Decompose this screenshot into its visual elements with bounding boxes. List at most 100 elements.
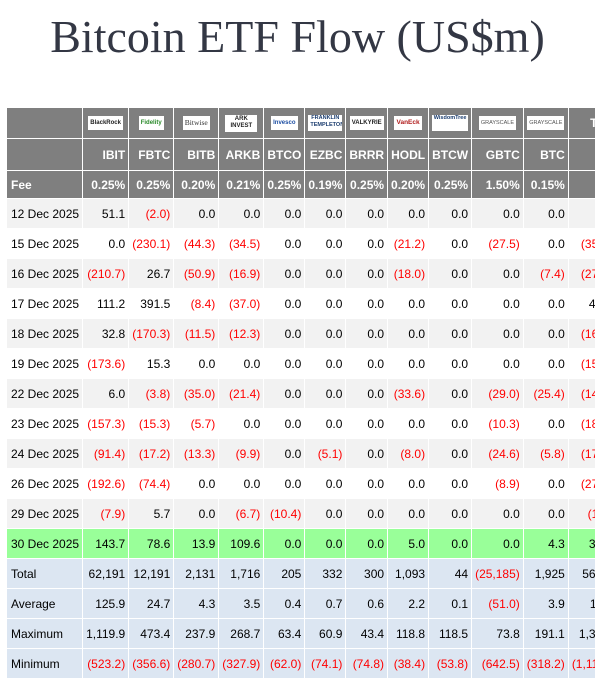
- flow-cell: 0.0: [387, 348, 430, 379]
- ticker-ezbc: EZBC: [304, 138, 347, 171]
- summary-cell: 1,925: [522, 558, 569, 589]
- fee-cell: 0.21%: [218, 170, 265, 199]
- fee-cell: 0.15%: [522, 170, 569, 199]
- summary-cell: 12,191: [128, 558, 175, 589]
- flow-cell: 0.0: [345, 258, 389, 289]
- flow-cell: 0.0: [471, 528, 524, 559]
- fee-cell: 1.50%: [471, 170, 524, 199]
- ticker-ibit: IBIT: [82, 138, 130, 171]
- flow-cell: 0.0: [345, 318, 389, 349]
- summary-row-total: Total 62,191 12,191 2,131 1,716 205 332 300 1,09…: [5, 558, 595, 589]
- table-row: 22 Dec 2025 6.0 (3.8) (35.0) (21.4) 0.0 0.0 0.0…: [5, 378, 595, 409]
- flow-cell: 0.0: [387, 318, 430, 349]
- flow-cell: 0.0: [522, 318, 569, 349]
- flow-cell: (15.3): [128, 408, 175, 439]
- row-total: (357.6): [567, 228, 595, 259]
- summary-cell: 44: [428, 558, 473, 589]
- summary-cell: 300: [345, 558, 389, 589]
- flow-cell: 0.0: [173, 468, 220, 499]
- ark-invest-logo: ARK INVEST: [225, 114, 258, 132]
- flow-cell: 0.0: [428, 318, 473, 349]
- flow-cell: 0.0: [387, 288, 430, 319]
- flow-cell: 0.0: [218, 468, 265, 499]
- summary-cell: 332: [304, 558, 347, 589]
- flow-cell: 0.0: [263, 318, 306, 349]
- summary-cell: 73.8: [471, 618, 524, 649]
- row-total: (161.3): [567, 318, 595, 349]
- fidelity-logo: Fidelity: [138, 116, 164, 131]
- flow-cell: (2.0): [128, 198, 175, 229]
- total-header: Total: [567, 107, 595, 139]
- flow-cell: (5.1): [304, 438, 347, 469]
- fee-cell: 0.19%: [304, 170, 347, 199]
- flow-cell: 109.6: [218, 528, 265, 559]
- summary-cell: 0.7: [304, 588, 347, 619]
- flow-cell: 0.0: [471, 498, 524, 529]
- flow-cell: 0.0: [345, 408, 389, 439]
- flow-cell: 0.0: [345, 528, 389, 559]
- fee-total-cell: [567, 170, 595, 199]
- summary-cell: 3.5: [218, 588, 265, 619]
- summary-cell: 3.9: [522, 588, 569, 619]
- flow-cell: 0.0: [387, 468, 430, 499]
- summary-cell: (38.4): [387, 648, 430, 679]
- flow-cell: (33.6): [387, 378, 430, 409]
- flow-cell: (12.3): [218, 318, 265, 349]
- ticker-gbtc: GBTC: [471, 138, 524, 171]
- flow-cell: (7.9): [82, 498, 130, 529]
- row-date: 30 Dec 2025: [5, 528, 84, 559]
- flow-cell: 0.0: [304, 288, 347, 319]
- flow-cell: 0.0: [387, 198, 430, 229]
- flow-cell: (37.0): [218, 288, 265, 319]
- flow-cell: 51.1: [82, 198, 130, 229]
- flow-cell: 0.0: [263, 228, 306, 259]
- flow-cell: 0.0: [304, 378, 347, 409]
- ticker-btco: BTCO: [263, 138, 306, 171]
- summary-cell: 43.4: [345, 618, 389, 649]
- flow-cell: (50.9): [173, 258, 220, 289]
- summary-row-maximum: Maximum 1,119.9 473.4 237.9 268.7 63.4 60.9 43.…: [5, 618, 595, 649]
- ticker-btc: BTC: [522, 138, 569, 171]
- flow-cell: (8.9): [471, 468, 524, 499]
- flow-cell: 6.0: [82, 378, 130, 409]
- flow-cell: 0.0: [428, 468, 473, 499]
- flow-cell: 0.0: [428, 348, 473, 379]
- flow-cell: 0.0: [387, 408, 430, 439]
- flow-cell: 0.0: [304, 318, 347, 349]
- wisdomtree-logo: WisdomTree: [431, 115, 469, 131]
- summary-cell: (51.0): [471, 588, 524, 619]
- summary-cell: (356.6): [128, 648, 175, 679]
- summary-cell: 60.9: [304, 618, 347, 649]
- flow-cell: 0.0: [173, 348, 220, 379]
- row-date: 26 Dec 2025: [5, 468, 84, 499]
- summary-cell: 62,191: [82, 558, 130, 589]
- flow-cell: 0.0: [428, 258, 473, 289]
- flow-cell: 391.5: [128, 288, 175, 319]
- summary-cell: (523.2): [82, 648, 130, 679]
- table-row: 17 Dec 2025 111.2 391.5 (8.4) (37.0) 0.0 0.0 0.…: [5, 288, 595, 319]
- flow-cell: 0.0: [522, 348, 569, 379]
- summary-cell: 2.2: [387, 588, 430, 619]
- flow-cell: (192.6): [82, 468, 130, 499]
- table-row: 30 Dec 2025 143.7 78.6 13.9 109.6 0.0 0.0 0.0 5.…: [5, 528, 595, 559]
- summary-cell: 0.1: [428, 588, 473, 619]
- flow-cell: 0.0: [345, 438, 389, 469]
- row-total: (158.3): [567, 348, 595, 379]
- table-row: 24 Dec 2025 (91.4) (17.2) (13.3) (9.9) 0.0 (5.…: [5, 438, 595, 469]
- row-date: 29 Dec 2025: [5, 498, 84, 529]
- flow-cell: (44.3): [173, 228, 220, 259]
- row-date: 17 Dec 2025: [5, 288, 84, 319]
- summary-cell: (62.0): [263, 648, 306, 679]
- corner-cell: [5, 107, 84, 139]
- flow-cell: 0.0: [263, 468, 306, 499]
- flow-cell: 0.0: [304, 468, 347, 499]
- row-date: 23 Dec 2025: [5, 408, 84, 439]
- fee-row: Fee 0.25% 0.25% 0.20% 0.21% 0.25% 0.19% 0.25% 0.…: [5, 170, 595, 199]
- flow-cell: (157.3): [82, 408, 130, 439]
- flow-cell: 0.0: [304, 258, 347, 289]
- flow-cell: 13.9: [173, 528, 220, 559]
- flow-cell: 26.7: [128, 258, 175, 289]
- summary-cell: (327.9): [218, 648, 265, 679]
- row-total: (19.3): [567, 498, 595, 529]
- table-row: 18 Dec 2025 32.8 (170.3) (11.5) (12.3) 0.0 0.0…: [5, 318, 595, 349]
